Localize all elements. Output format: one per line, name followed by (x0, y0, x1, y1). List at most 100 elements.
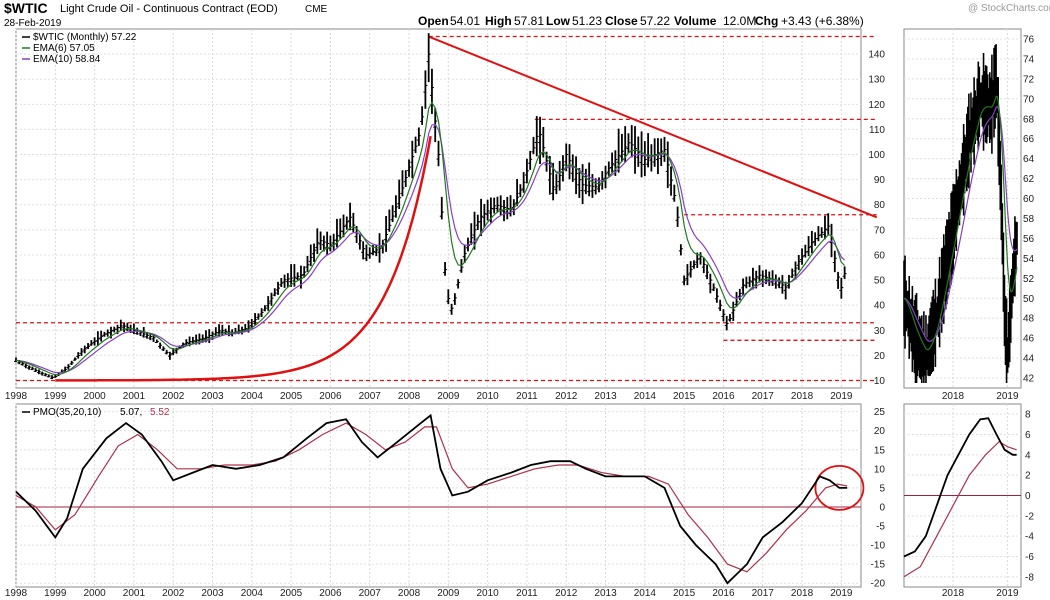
price-legend: $WTIC (Monthly) 57.22 EMA(6) 57.05 EMA(1… (22, 32, 137, 65)
price-xtick-2006: 2006 (319, 391, 342, 402)
zoom-price-ytick-72: 72 (1023, 74, 1035, 85)
zoom-ema6-line (903, 95, 1018, 351)
chg-value: +3.43 (+6.38%) (781, 14, 864, 28)
pmo-xtick-2005: 2005 (280, 588, 303, 599)
pmo-xtick-2012: 2012 (555, 588, 578, 599)
zoom-price-ytick-74: 74 (1023, 54, 1035, 65)
zoom-price-ytick-42: 42 (1023, 374, 1035, 385)
price-xtick-2013: 2013 (594, 391, 617, 402)
zoom-price-ytick-44: 44 (1023, 354, 1035, 365)
low-value: 51.23 (572, 14, 602, 28)
pmo-xtick-2006: 2006 (319, 588, 342, 599)
pmo-xtick-2019: 2019 (830, 588, 853, 599)
price-xtick-2010: 2010 (477, 391, 500, 402)
zoom-pmo-ytick-8: 8 (1025, 410, 1031, 421)
price-ytick-140: 140 (868, 50, 885, 61)
price-panel-frame (15, 28, 862, 389)
price-ytick-30: 30 (874, 326, 886, 337)
ema10-line (15, 123, 846, 374)
price-ytick-60: 60 (874, 250, 886, 261)
legend-price: $WTIC (Monthly) 57.22 (33, 32, 137, 43)
pmo-xtick-2009: 2009 (437, 588, 460, 599)
pmo-xtick-2011: 2011 (516, 588, 538, 599)
zoom-ema10-line (903, 105, 1018, 342)
ticker-exchange: CME (305, 4, 328, 15)
price-xtick-2018: 2018 (791, 391, 814, 402)
price-xtick-2005: 2005 (280, 391, 303, 402)
zoom-price-ytick-56: 56 (1023, 234, 1035, 245)
pmo-panel-frame (15, 403, 862, 588)
ticker-symbol: $WTIC (4, 0, 48, 16)
pmo-xtick-1998: 1998 (5, 588, 28, 599)
price-ytick-80: 80 (874, 200, 886, 211)
zoom-price-ytick-54: 54 (1023, 254, 1035, 265)
price-ytick-50: 50 (874, 276, 886, 287)
zoom-price-ytick-68: 68 (1023, 114, 1035, 125)
pmo-ytick-25: 25 (874, 407, 886, 418)
zoom-pmo-signal-line (903, 440, 1017, 578)
legend-pmo-value: 5.07, (120, 407, 142, 418)
pmo-ytick--15: -15 (871, 560, 886, 571)
pmo-xtick-1999: 1999 (44, 588, 67, 599)
parabolic-curve (55, 135, 432, 382)
price-xtick-2019: 2019 (830, 391, 853, 402)
data-series (14, 33, 1018, 585)
price-xtick-1999: 1999 (44, 391, 67, 402)
close-label: Close (605, 14, 638, 28)
price-xtick-2002: 2002 (162, 391, 185, 402)
price-xtick-2000: 2000 (83, 391, 106, 402)
pmo-xtick-2001: 2001 (123, 588, 146, 599)
zoom-pmo-ytick--6: -6 (1025, 552, 1034, 563)
pmo-ytick-15: 15 (874, 445, 886, 456)
pmo-xtick-2018: 2018 (791, 588, 814, 599)
open-label: Open (418, 14, 449, 28)
pmo-xtick-2014: 2014 (634, 588, 657, 599)
zoom-price-ytick-52: 52 (1023, 274, 1035, 285)
pmo-ytick-0: 0 (879, 502, 885, 513)
pmo-xtick-2000: 2000 (83, 588, 106, 599)
close-value: 57.22 (640, 14, 670, 28)
price-xtick-2004: 2004 (241, 391, 264, 402)
price-xtick-2001: 2001 (123, 391, 146, 402)
price-xtick-2009: 2009 (437, 391, 460, 402)
price-xtick-1998: 1998 (5, 391, 28, 402)
zoom-price-ytick-66: 66 (1023, 134, 1035, 145)
zoom-pmo-ytick--8: -8 (1025, 572, 1034, 583)
zoom-price-ytick-48: 48 (1023, 314, 1035, 325)
price-xtick-2012: 2012 (555, 391, 578, 402)
zoom-pmo-ytick-0: 0 (1025, 491, 1031, 502)
pmo-xtick-2013: 2013 (594, 588, 617, 599)
axis-tick-labels: 1998 1998 1999 1999 2000 2000 2001 2001 2002 20 0 2… (5, 34, 1035, 599)
legend-pmo-signal: 5.52 (150, 407, 170, 418)
price-ytick-100: 100 (868, 150, 885, 161)
volume-label: Volume (674, 14, 717, 28)
pmo-ytick--5: -5 (876, 522, 885, 533)
pmo-xtick-2004: 2004 (241, 588, 264, 599)
chg-label: Chg (755, 14, 778, 28)
price-ytick-130: 130 (868, 75, 885, 86)
legend-ema10: EMA(10) 58.84 (33, 54, 101, 65)
price-xtick-2007: 2007 (359, 391, 382, 402)
zoom-pmo-ytick--4: -4 (1025, 532, 1034, 543)
watermark: @ StockCharts.com (968, 3, 1050, 14)
price-ytick-90: 90 (874, 175, 886, 186)
zoom-price-ytick-76: 76 (1023, 34, 1035, 45)
price-ytick-110: 110 (869, 125, 885, 136)
price-xtick-2015: 2015 (673, 391, 696, 402)
zoom-price-ytick-64: 64 (1023, 154, 1035, 165)
price-xtick-2014: 2014 (634, 391, 657, 402)
volume-value: 12.0M (723, 14, 756, 28)
pmo-ytick-5: 5 (879, 483, 885, 494)
pmo-legend: PMO(35,20,10) 5.07, 5.52 (22, 407, 170, 418)
low-label: Low (546, 14, 571, 28)
zoom-price-ytick-58: 58 (1023, 214, 1035, 225)
annotations (16, 35, 1021, 511)
price-ytick-20: 20 (874, 351, 886, 362)
legend-ema6: EMA(6) 57.05 (33, 43, 95, 54)
zoom-pmo-xtick-2018: 2018 (942, 588, 965, 599)
high-label: High (485, 14, 512, 28)
zoom-price-ytick-60: 60 (1023, 194, 1035, 205)
open-value: 54.01 (450, 14, 480, 28)
price-ytick-10: 10 (874, 376, 886, 387)
